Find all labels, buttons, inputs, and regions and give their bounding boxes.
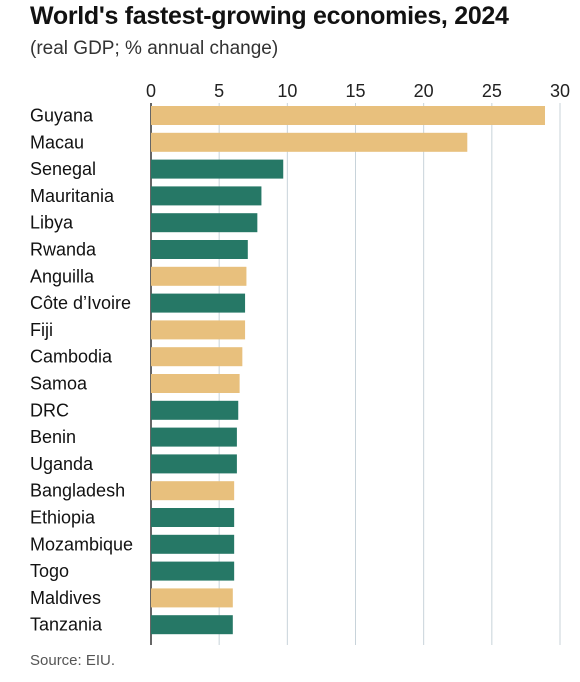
bar: [151, 240, 248, 259]
category-label: Togo: [30, 561, 69, 581]
bar: [151, 159, 284, 179]
category-label: Uganda: [30, 454, 94, 474]
category-label: Ethiopia: [30, 508, 96, 528]
category-label: Samoa: [30, 374, 88, 394]
bar: [151, 561, 235, 581]
x-tick-label: 30: [550, 81, 570, 101]
category-label: Benin: [30, 427, 76, 447]
bar: [151, 481, 235, 501]
category-label: Cambodia: [30, 347, 113, 367]
category-label: Côte d’Ivoire: [30, 293, 131, 313]
category-label: Senegal: [30, 159, 96, 179]
category-label: Tanzania: [30, 615, 103, 635]
chart-title: World's fastest-growing economies, 2024: [30, 2, 509, 30]
bar: [151, 588, 233, 608]
x-tick-label: 15: [345, 81, 365, 101]
bar: [151, 347, 243, 367]
category-label: Macau: [30, 132, 84, 152]
bar: [151, 266, 247, 286]
bar: [151, 293, 246, 313]
category-label: Rwanda: [30, 240, 97, 260]
chart-subtitle: (real GDP; % annual change): [30, 38, 279, 59]
bar: [151, 186, 262, 206]
bar: [151, 320, 246, 340]
bar: [151, 400, 239, 420]
bar: [151, 106, 546, 125]
bar: [151, 374, 240, 393]
x-tick-label: 0: [146, 81, 156, 101]
x-tick-label: 25: [482, 81, 502, 101]
bar: [151, 213, 258, 233]
category-label: Guyana: [30, 106, 94, 126]
x-tick-label: 5: [214, 81, 224, 101]
source-note: Source: EIU.: [30, 652, 116, 669]
bar: [151, 508, 235, 527]
category-label: Anguilla: [30, 266, 95, 286]
category-label: Maldives: [30, 588, 101, 608]
category-label: DRC: [30, 400, 69, 420]
bar: [151, 427, 237, 447]
category-label: Bangladesh: [30, 481, 125, 501]
bar: [151, 534, 235, 554]
category-label: Fiji: [30, 320, 53, 340]
category-label: Mauritania: [30, 186, 115, 206]
x-tick-label: 20: [414, 81, 434, 101]
bar: [151, 132, 468, 152]
category-label: Libya: [30, 213, 74, 233]
bar: [151, 454, 237, 474]
x-tick-label: 10: [277, 81, 297, 101]
bar: [151, 615, 233, 635]
category-label: Mozambique: [30, 534, 133, 554]
